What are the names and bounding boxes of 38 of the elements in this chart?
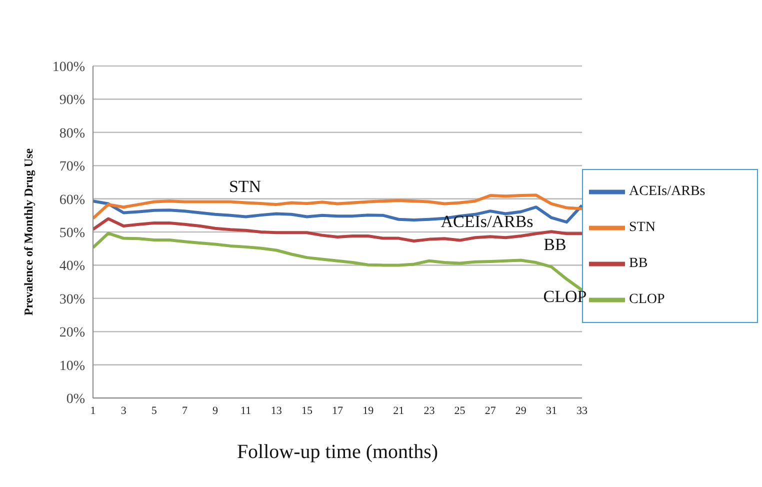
- annotation: BB: [544, 235, 566, 255]
- x-tick-label: 21: [393, 404, 404, 417]
- x-tick-label: 5: [151, 404, 158, 417]
- x-tick-label: 1: [90, 404, 96, 417]
- x-tick-label: 11: [240, 404, 252, 417]
- x-tick-label: 29: [515, 404, 527, 417]
- y-tick-label: 30%: [59, 292, 86, 308]
- x-tick-label: 19: [362, 404, 374, 417]
- x-tick-label: 17: [332, 404, 344, 417]
- x-tick-label: 15: [301, 404, 313, 417]
- y-tick-label: 80%: [59, 126, 86, 142]
- x-tick-label: 25: [454, 404, 466, 417]
- x-tick-label: 7: [182, 404, 188, 417]
- annotation: ACEIs/ARBs: [440, 212, 534, 232]
- x-tick-label: 33: [576, 404, 588, 417]
- y-axis-title: Prevalence of Monthly Drug Use: [21, 148, 36, 316]
- legend-label: BB: [629, 256, 648, 271]
- x-tick-label: 9: [212, 404, 218, 417]
- y-tick-label: 90%: [59, 93, 86, 108]
- legend-label: CLOP: [629, 292, 665, 307]
- x-axis-title: Follow-up time (months): [236, 441, 438, 463]
- y-tick-label: 20%: [59, 326, 86, 341]
- x-tick-label: 23: [424, 404, 436, 417]
- y-tick-label: 100%: [52, 60, 86, 75]
- y-tick-label: 70%: [59, 160, 86, 175]
- annotation: STN: [228, 177, 262, 197]
- x-tick-label: 27: [484, 404, 496, 417]
- legend-label: STN: [629, 220, 656, 235]
- y-tick-label: 0%: [66, 392, 86, 407]
- y-tick-label: 40%: [59, 259, 86, 274]
- y-tick-label: 60%: [59, 192, 86, 208]
- x-tick-label: 31: [546, 404, 557, 417]
- x-tick-label: 3: [120, 404, 127, 417]
- legend-label: ACEIs/ARBs: [629, 184, 706, 199]
- line-series: [93, 232, 582, 292]
- y-tick-label: 10%: [59, 358, 86, 374]
- x-tick-label: 13: [270, 404, 282, 417]
- y-tick-label: 50%: [59, 226, 86, 241]
